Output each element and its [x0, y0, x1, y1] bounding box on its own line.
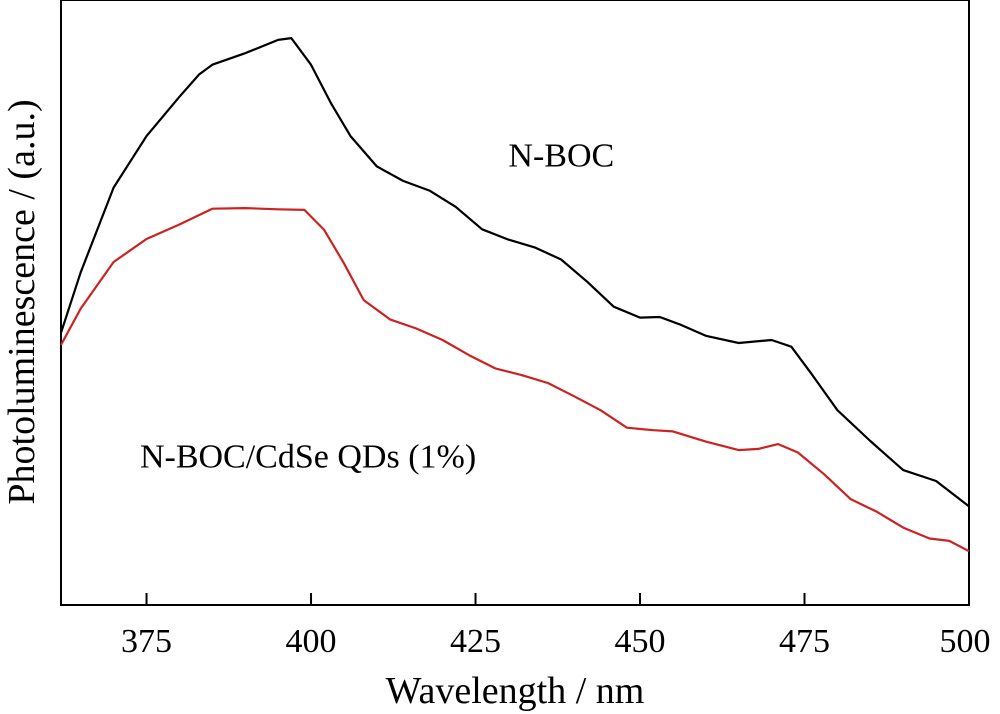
x-tick-label-475: 475: [779, 623, 830, 660]
series-label-2: N-BOC/CdSe QDs (1%): [140, 439, 476, 476]
y-axis-label: Photoluminescence / (a.u.): [1, 99, 43, 504]
x-axis-tick-labels: 375 400 425 450 475 500: [121, 623, 990, 660]
series-line-2: [60, 207, 970, 553]
x-tick-label-375: 375: [121, 623, 172, 660]
x-axis-label: Wavelength / nm: [386, 670, 645, 712]
series-lines: [59, 37, 970, 553]
x-tick-label-500: 500: [940, 623, 991, 660]
x-tick-label-400: 400: [286, 623, 337, 660]
x-tick-label-425: 425: [450, 623, 501, 660]
plot-frame: [60, 0, 970, 606]
series-labels: N-BOC N-BOC/CdSe QDs (1%): [140, 137, 614, 475]
x-tick-label-450: 450: [615, 623, 666, 660]
x-axis-ticks: [145, 593, 970, 605]
series-label-1: N-BOC: [508, 137, 614, 174]
series-line-1: [59, 37, 970, 508]
